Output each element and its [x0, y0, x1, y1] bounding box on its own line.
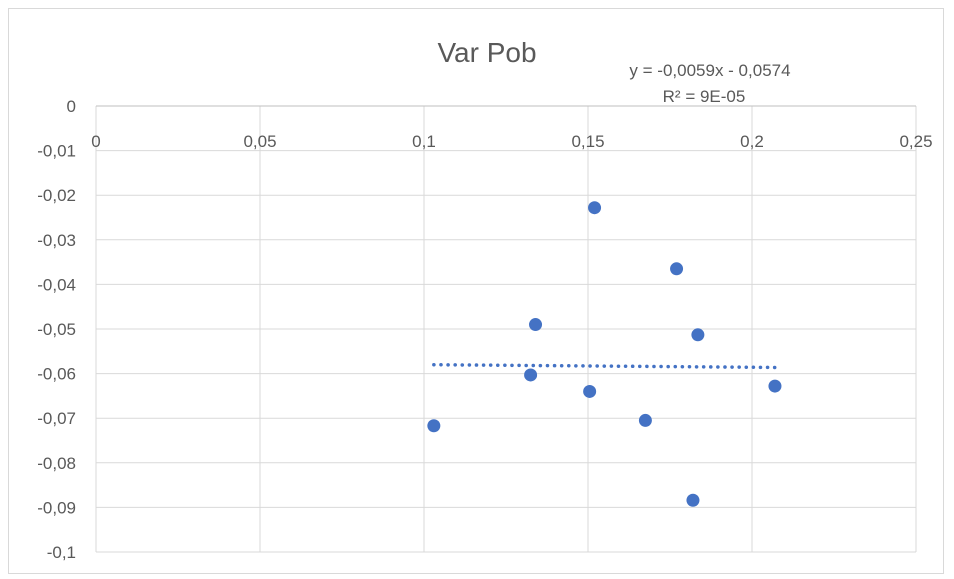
data-point: [529, 318, 543, 332]
data-point: [583, 384, 597, 398]
data-point: [768, 379, 782, 393]
x-tick-label: 0,15: [571, 132, 604, 151]
y-tick-label: -0,01: [37, 142, 76, 161]
trendline-line: [432, 362, 777, 370]
data-point: [670, 262, 684, 276]
x-tick-label: 0: [91, 132, 100, 151]
y-tick-label: -0,07: [37, 409, 76, 428]
data-points: [427, 201, 782, 507]
y-tick-label: -0,04: [37, 275, 76, 294]
data-point: [524, 368, 538, 382]
y-tick-label: -0,1: [47, 543, 76, 562]
y-tick-label: -0,09: [37, 498, 76, 517]
trendline-equation: y = -0,0059x - 0,0574: [629, 61, 790, 80]
y-tick-label: -0,05: [37, 320, 76, 339]
y-tick-label: -0,06: [37, 365, 76, 384]
x-tick-label: 0,25: [899, 132, 932, 151]
y-axis-ticks: 0 -0,01 -0,02 -0,03 -0,04 -0,05 -0,06 -0,07 -0,0…: [37, 97, 76, 562]
data-point: [427, 419, 441, 433]
chart-title: Var Pob: [437, 37, 536, 68]
chart-area: [8, 8, 944, 574]
data-point: [638, 413, 652, 427]
y-tick-label: 0: [67, 97, 76, 116]
trendline-r-squared: R² = 9E-05: [663, 87, 746, 106]
data-point: [686, 493, 700, 507]
y-tick-label: -0,03: [37, 231, 76, 250]
y-tick-label: -0,08: [37, 454, 76, 473]
x-tick-label: 0,1: [412, 132, 436, 151]
gridlines: [95, 105, 917, 553]
x-tick-label: 0,05: [243, 132, 276, 151]
x-tick-label: 0,2: [740, 132, 764, 151]
y-tick-label: -0,02: [37, 186, 76, 205]
trendline: [432, 362, 777, 370]
data-point: [691, 328, 705, 342]
data-point: [588, 201, 602, 215]
x-axis-ticks: 0 0,05 0,1 0,15 0,2 0,25: [91, 132, 932, 151]
